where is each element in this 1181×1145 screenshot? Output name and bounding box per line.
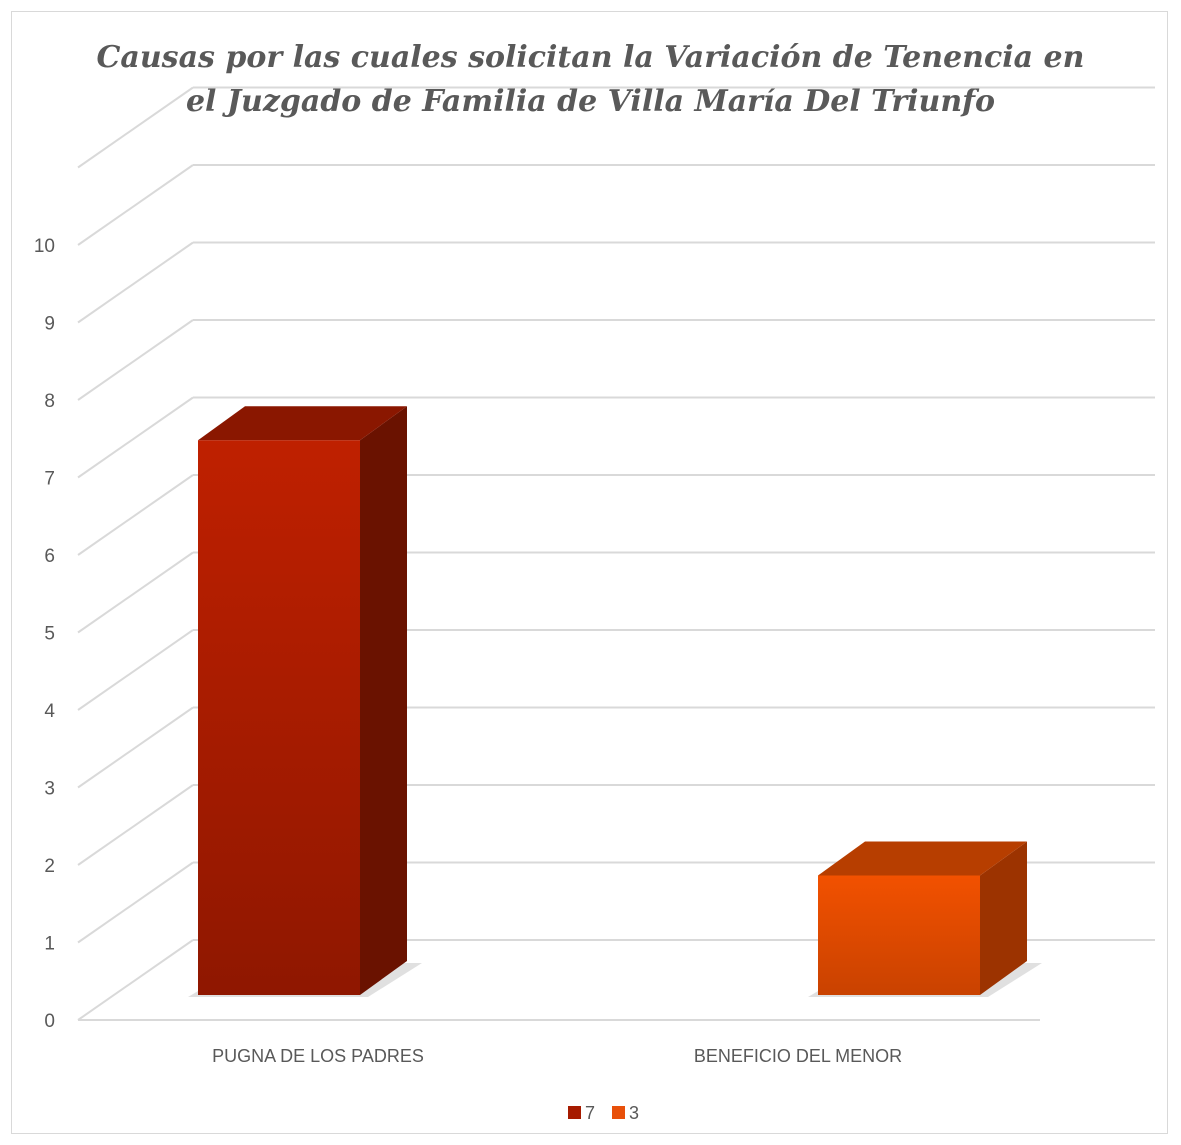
y-tick-label: 7: [44, 469, 55, 490]
side-gridline: [77, 164, 194, 246]
legend-swatch: [568, 1106, 581, 1119]
side-gridline: [77, 784, 194, 866]
side-gridline: [77, 629, 194, 711]
side-gridline: [77, 706, 194, 789]
x-category-label: PUGNA DE LOS PADRES: [212, 1046, 424, 1066]
side-gridline: [77, 241, 194, 324]
x-category-label: BENEFICIO DEL MENOR: [694, 1046, 902, 1066]
y-tick-label: 5: [44, 624, 55, 645]
side-gridline: [77, 474, 194, 556]
bar-side: [980, 841, 1027, 995]
bar-side: [360, 406, 407, 995]
y-tick-label: 8: [44, 391, 55, 412]
side-gridline: [77, 551, 194, 634]
legend-item: 7: [568, 1103, 595, 1123]
chart-title-line-1: Causas por las cuales solicitan la Varia…: [96, 40, 1085, 75]
y-tick-label: 1: [44, 934, 55, 955]
legend-label: 3: [629, 1103, 639, 1123]
y-tick-label: 9: [44, 314, 55, 335]
floor-side-line: [77, 939, 194, 1021]
y-tick-label: 0: [44, 1011, 55, 1032]
bar-top: [818, 841, 1027, 876]
y-tick-label: 3: [44, 779, 55, 800]
side-gridline: [77, 396, 194, 479]
bar-1: [188, 406, 422, 997]
bar-front: [818, 875, 980, 995]
y-tick-label: 4: [44, 701, 55, 722]
bar-front: [198, 440, 360, 995]
chart-title-line-2: el Juzgado de Familia de Villa María Del…: [185, 84, 996, 119]
bars: [188, 406, 1042, 997]
legend-label: 7: [585, 1103, 595, 1123]
side-gridline: [77, 861, 194, 944]
y-tick-label: 10: [34, 236, 55, 257]
bar-2: [808, 841, 1042, 997]
bar-top: [198, 406, 407, 441]
y-tick-label: 2: [44, 856, 55, 877]
side-gridline: [77, 86, 194, 169]
side-gridline: [77, 319, 194, 401]
legend-swatch: [612, 1106, 625, 1119]
chart-title: Causas por las cuales solicitan la Varia…: [0, 36, 1181, 124]
y-tick-label: 6: [44, 546, 55, 567]
y-axis: 0 1 2 3 4 5 6 7 8 9 10: [34, 236, 56, 1032]
legend-item: 3: [612, 1103, 639, 1123]
x-axis: PUGNA DE LOS PADRES BENEFICIO DEL MENOR: [212, 1046, 902, 1066]
